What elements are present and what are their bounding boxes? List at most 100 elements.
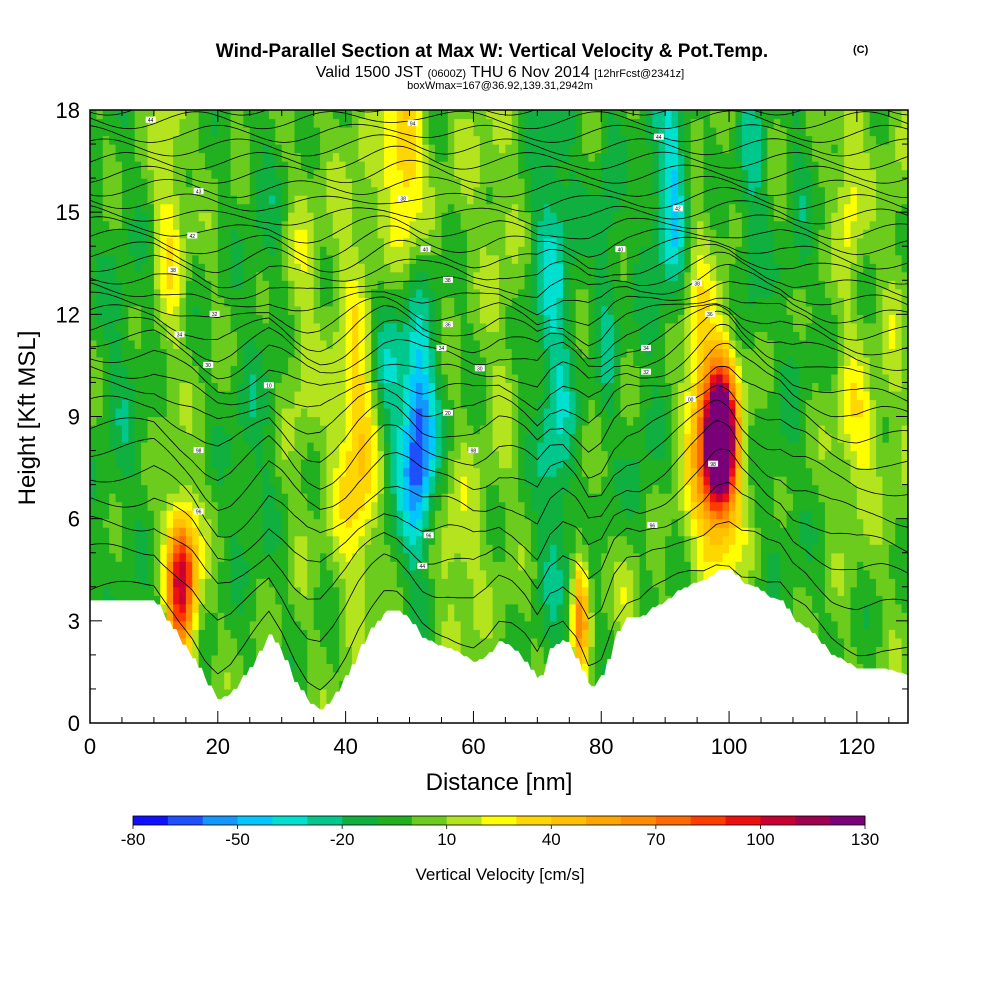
w-cell [300,186,308,196]
w-cell [435,135,443,145]
w-cell [345,127,353,137]
w-cell [268,561,276,571]
w-cell [224,297,232,307]
w-cell [160,407,168,418]
w-cell [288,595,296,605]
w-cell [192,263,200,273]
w-cell [224,544,232,554]
w-cell [332,680,340,690]
w-cell [428,459,436,469]
w-cell [479,595,487,605]
w-cell [486,254,494,264]
w-cell [364,178,372,188]
w-cell [460,144,468,154]
w-cell [96,297,104,307]
w-cell [307,425,315,435]
w-cell [518,544,526,554]
w-cell [249,314,257,324]
w-cell [160,237,168,247]
w-cell [441,535,449,545]
w-cell [320,271,328,281]
w-cell [511,484,519,494]
w-cell [415,144,423,154]
w-cell [403,535,411,545]
w-cell [230,229,238,239]
w-cell [198,637,206,647]
w-cell [332,527,340,537]
w-cell [256,586,264,596]
w-cell [205,246,213,256]
w-cell [281,527,289,537]
w-cell [262,263,270,273]
w-cell [179,416,187,426]
w-cell [383,348,391,358]
w-cell [192,620,200,630]
w-cell [428,263,436,273]
w-cell [179,433,187,443]
w-cell [268,263,276,273]
w-cell [492,288,500,298]
w-cell [134,450,142,460]
w-cell [230,280,238,290]
w-cell [294,186,302,196]
w-cell [364,356,372,367]
w-cell [371,229,379,239]
w-cell [121,382,129,392]
w-cell [281,578,289,588]
w-cell [300,161,308,171]
w-cell [307,663,315,673]
w-cell [524,629,532,639]
w-cell [205,425,213,435]
w-cell [332,382,340,392]
w-cell [428,535,436,545]
w-cell [249,561,257,571]
w-cell [499,229,506,239]
w-cell [249,535,257,545]
w-cell [473,578,481,588]
w-cell [364,237,372,247]
w-cell [192,416,200,426]
w-cell [492,195,500,205]
w-cell [332,595,340,605]
w-cell [294,603,302,613]
w-cell [460,135,468,145]
w-cell [134,110,142,120]
w-cell [499,297,506,307]
w-cell [307,390,315,401]
w-cell [371,110,379,120]
w-cell [479,518,487,528]
w-cell [173,161,181,171]
w-cell [505,637,513,647]
w-cell [281,552,289,562]
w-cell [320,467,328,477]
w-cell [364,586,372,596]
w-cell [511,127,519,137]
w-cell [249,135,257,145]
w-cell [262,152,270,162]
w-cell [505,510,513,520]
w-cell [147,569,155,579]
w-cell [102,356,110,367]
w-cell [467,450,475,460]
w-cell [300,110,308,120]
w-cell [441,356,449,367]
w-cell [249,578,257,588]
w-cell [236,586,244,596]
w-cell [109,544,117,554]
w-cell [179,212,187,222]
w-cell [230,237,238,247]
w-cell [256,637,264,647]
w-cell [224,144,232,154]
w-cell [224,314,232,324]
w-cell [134,586,142,596]
w-cell [422,527,430,537]
w-cell [121,161,129,171]
w-cell [179,169,187,179]
w-cell [460,271,468,281]
w-cell [300,382,308,392]
w-cell [300,603,308,613]
w-cell [128,186,136,196]
w-cell [499,552,506,562]
w-cell [121,373,129,384]
w-cell [339,348,347,358]
